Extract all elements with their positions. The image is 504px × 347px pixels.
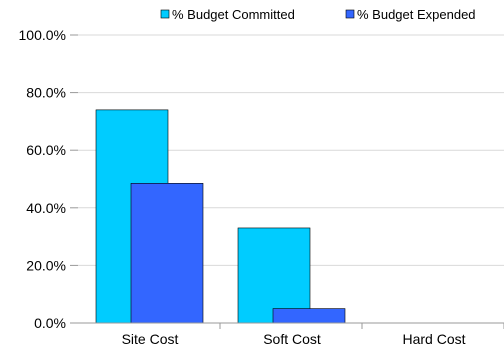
x-category-label: Site Cost <box>122 331 179 347</box>
axes: 0.0% 20.0% 40.0% 60.0% 80.0% 100.0% Site Cost S… <box>19 27 504 347</box>
y-tick-label: 60.0% <box>26 142 66 158</box>
x-category-label: Soft Cost <box>263 331 321 347</box>
y-tick-label: 40.0% <box>26 200 66 216</box>
bars <box>95 109 346 324</box>
y-tick-label: 100.0% <box>19 27 66 43</box>
legend-label: % Budget Committed <box>172 7 295 22</box>
y-tick-label: 20.0% <box>26 257 66 273</box>
legend-swatch <box>345 9 355 19</box>
legend-label: % Budget Expended <box>357 7 476 22</box>
legend: % Budget Committed % Budget Expended <box>160 7 476 22</box>
bar-expended-site-cost <box>130 183 204 324</box>
legend-swatch <box>160 9 170 19</box>
x-category-label: Hard Cost <box>402 331 465 347</box>
y-tick-label: 0.0% <box>34 315 66 331</box>
y-tick-label: 80.0% <box>26 85 66 101</box>
bar-expended-soft-cost <box>272 308 346 324</box>
